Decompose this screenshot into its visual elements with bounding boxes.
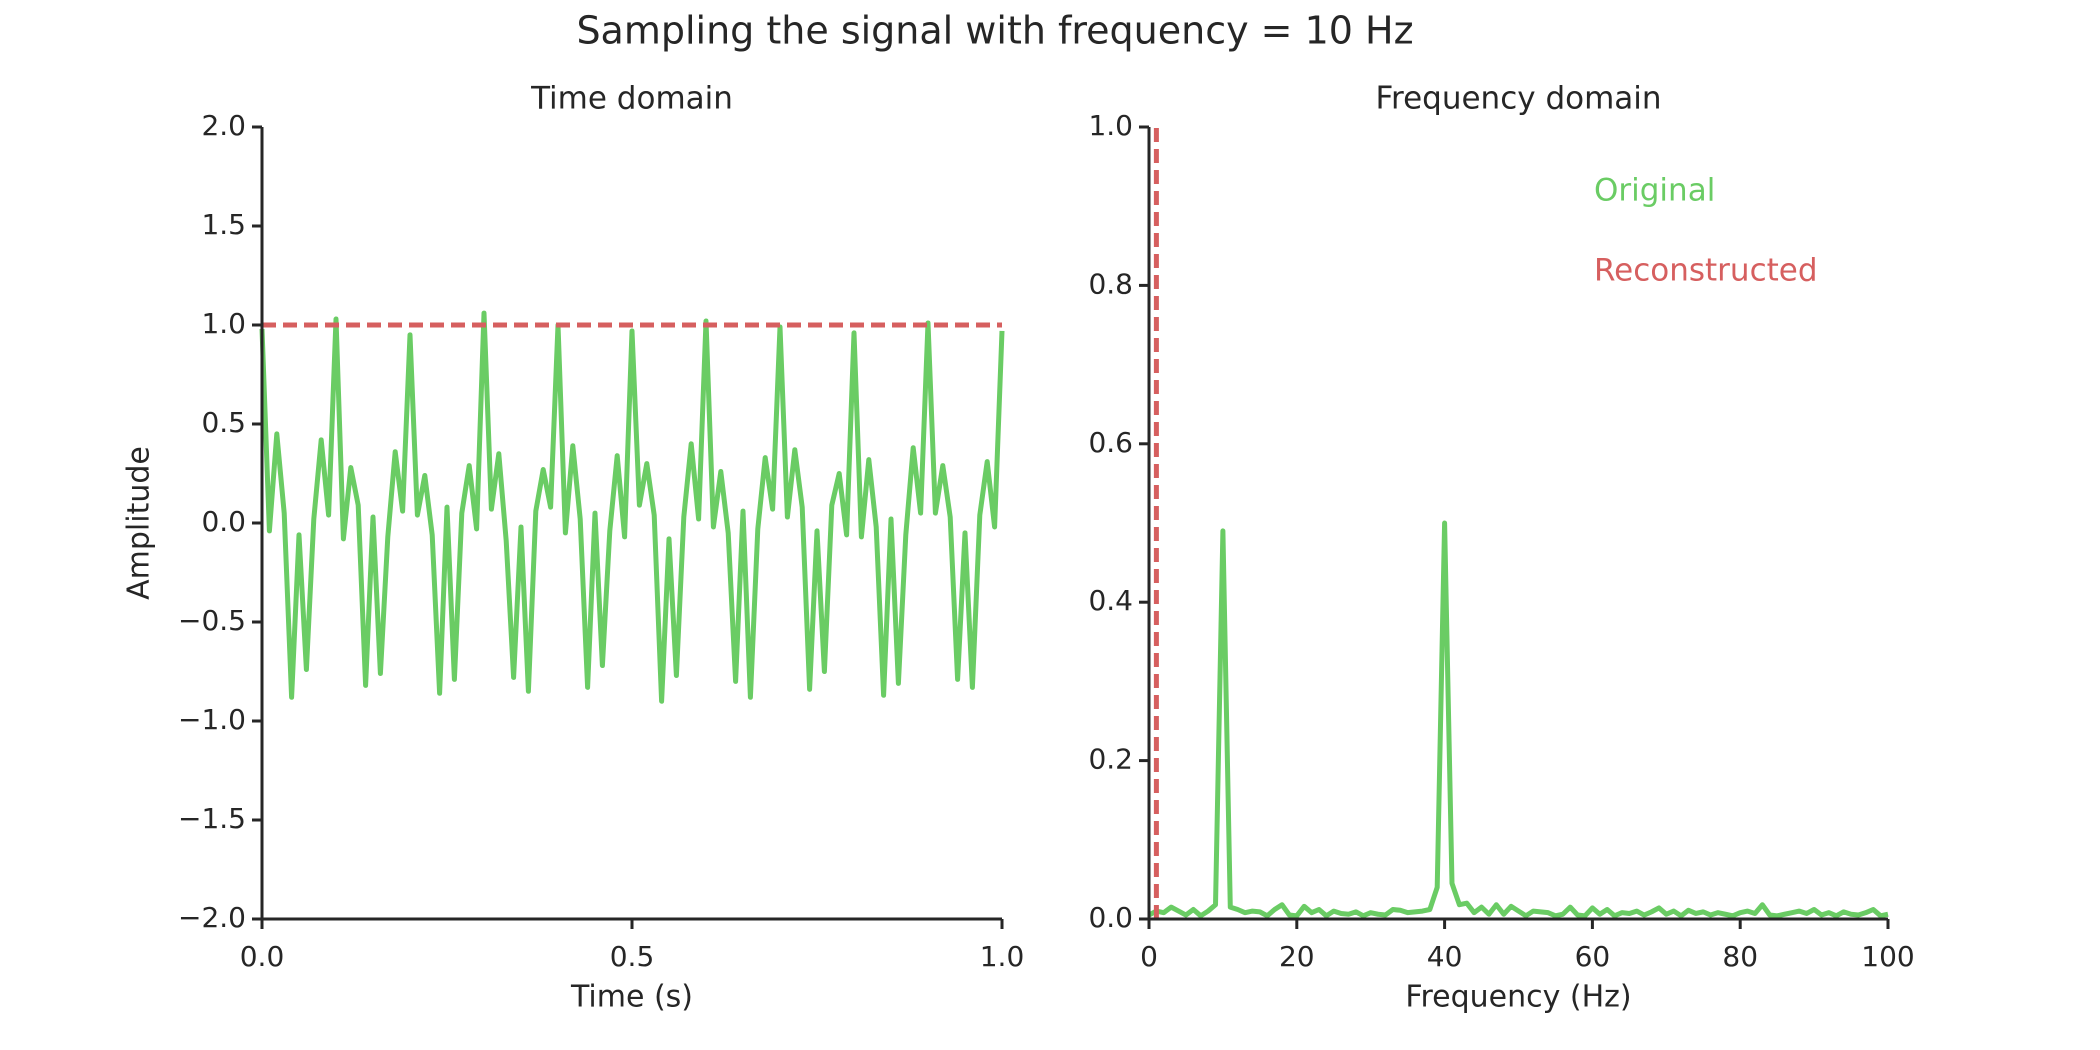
legend-entry: Reconstructed (1594, 253, 1818, 289)
x-tick-label: 60 (1575, 940, 1611, 973)
series-line (259, 310, 1005, 704)
y-tick-label: 2.0 (201, 109, 246, 142)
series-line (1147, 520, 1889, 919)
y-tick-label: 0.5 (201, 406, 246, 439)
y-tick-label: −0.5 (178, 604, 246, 637)
figure-title: Sampling the signal with frequency = 10 … (576, 9, 1413, 53)
x-axis-label: Frequency (Hz) (1405, 980, 1631, 1015)
x-tick-label: 0.0 (240, 940, 285, 973)
x-tick-label: 0 (1140, 940, 1158, 973)
y-tick-label: 1.5 (201, 208, 246, 241)
x-tick-label: 100 (1861, 940, 1914, 973)
y-tick-label: −2.0 (178, 901, 246, 934)
subplot-title: Time domain (530, 81, 733, 117)
x-axis-label: Time (s) (570, 980, 693, 1015)
y-tick-label: 0.8 (1088, 267, 1133, 300)
y-tick-label: 0.0 (201, 505, 246, 538)
x-tick-label: 0.5 (610, 940, 655, 973)
y-axis-label: Amplitude (122, 446, 157, 600)
y-tick-label: 1.0 (1088, 109, 1133, 142)
x-tick-label: 40 (1427, 940, 1463, 973)
y-tick-label: −1.5 (178, 802, 246, 835)
y-tick-label: −1.0 (178, 703, 246, 736)
y-tick-label: 0.0 (1088, 901, 1133, 934)
y-tick-label: 0.4 (1088, 584, 1133, 617)
x-tick-label: 80 (1722, 940, 1758, 973)
subplot-title: Frequency domain (1375, 81, 1661, 117)
x-tick-label: 20 (1279, 940, 1315, 973)
y-tick-label: 0.6 (1088, 426, 1133, 459)
x-tick-label: 1.0 (980, 940, 1025, 973)
y-tick-label: 1.0 (201, 307, 246, 340)
legend-entry: Original (1594, 173, 1715, 209)
y-tick-label: 0.2 (1088, 743, 1133, 776)
